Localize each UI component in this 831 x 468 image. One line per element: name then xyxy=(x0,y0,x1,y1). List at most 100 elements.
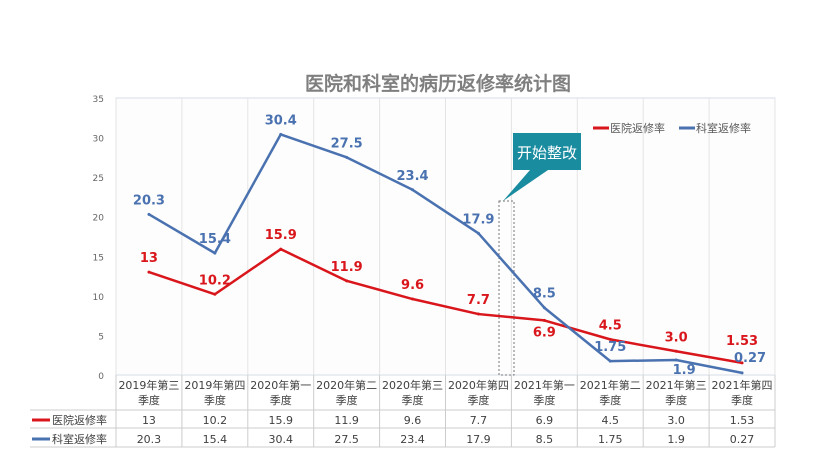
x-tick-label: 季度 xyxy=(665,393,687,407)
data-point xyxy=(476,312,480,316)
table-series-label: 科室返修率 xyxy=(52,432,107,446)
x-tick-label: 季度 xyxy=(138,393,160,407)
y-tick-label: 35 xyxy=(93,95,104,105)
y-tick-label: 30 xyxy=(93,135,105,145)
table-cell: 15.9 xyxy=(269,414,294,427)
table-cell: 27.5 xyxy=(334,433,359,446)
callout-text: 开始整改 xyxy=(517,144,577,162)
data-point xyxy=(213,292,217,296)
data-label: 10.2 xyxy=(199,273,231,288)
data-point xyxy=(608,359,612,363)
table-cell: 23.4 xyxy=(400,433,425,446)
x-tick-label: 季度 xyxy=(599,393,621,407)
data-point xyxy=(411,297,415,301)
data-label: 4.5 xyxy=(599,318,622,333)
data-label: 8.5 xyxy=(533,287,556,302)
y-tick-label: 20 xyxy=(93,214,105,224)
x-tick-label: 季度 xyxy=(336,393,358,407)
data-point xyxy=(740,361,744,365)
x-tick-label: 季度 xyxy=(533,393,555,407)
y-tick-label: 5 xyxy=(98,332,104,342)
y-tick-label: 25 xyxy=(93,174,104,184)
data-point xyxy=(345,155,349,159)
table-cell: 8.5 xyxy=(536,433,554,446)
data-label: 1.9 xyxy=(673,363,696,378)
legend-label: 科室返修率 xyxy=(696,121,751,135)
x-tick-label: 2020年第三 xyxy=(382,378,443,392)
data-label: 9.6 xyxy=(401,278,424,293)
table-cell: 17.9 xyxy=(466,433,491,446)
data-label: 27.5 xyxy=(331,136,363,151)
data-label: 15.4 xyxy=(199,232,231,247)
table-cell: 7.7 xyxy=(470,414,488,427)
legend-label: 医院返修率 xyxy=(610,121,665,135)
table-cell: 30.4 xyxy=(269,433,294,446)
data-point xyxy=(411,188,415,192)
data-label: 1.53 xyxy=(726,334,758,349)
table-cell: 1.75 xyxy=(598,433,623,446)
data-label: 11.9 xyxy=(331,260,363,275)
x-tick-label: 2020年第一 xyxy=(250,378,311,392)
series-line-hospital xyxy=(148,247,743,365)
y-tick-label: 0 xyxy=(98,372,104,382)
callout-box xyxy=(513,133,581,170)
data-label: 13 xyxy=(140,251,158,266)
x-tick-label: 2020年第二 xyxy=(316,378,377,392)
x-tick-label: 2021年第二 xyxy=(580,378,641,392)
table-series-label: 医院返修率 xyxy=(52,413,107,427)
data-point xyxy=(213,251,217,255)
data-label: 20.3 xyxy=(133,193,165,208)
data-point xyxy=(674,358,678,362)
table-cell: 15.4 xyxy=(203,433,228,446)
data-point xyxy=(279,247,283,251)
data-point xyxy=(345,279,349,283)
x-tick-label: 季度 xyxy=(270,393,292,407)
data-label: 1.75 xyxy=(594,340,626,355)
data-point xyxy=(147,270,151,274)
table-cell: 9.6 xyxy=(404,414,422,427)
data-label: 17.9 xyxy=(462,212,494,227)
x-tick-label: 2020年第四 xyxy=(448,378,509,392)
x-tick-label: 季度 xyxy=(204,393,226,407)
table-cell: 20.3 xyxy=(137,433,162,446)
y-tick-label: 10 xyxy=(93,293,105,303)
data-point xyxy=(476,231,480,235)
data-label: 30.4 xyxy=(265,113,297,128)
x-tick-label: 2021年第四 xyxy=(712,378,773,392)
table-cell: 10.2 xyxy=(203,414,228,427)
table-cell: 1.53 xyxy=(730,414,755,427)
data-label: 3.0 xyxy=(665,330,688,345)
table-cell: 13 xyxy=(142,414,156,427)
data-label: 6.9 xyxy=(533,325,556,340)
x-tick-label: 季度 xyxy=(731,393,753,407)
table-cell: 0.27 xyxy=(730,433,755,446)
data-point xyxy=(740,371,744,375)
annotation-dashed-box xyxy=(498,200,515,376)
data-point xyxy=(279,132,283,136)
table-cell: 6.9 xyxy=(536,414,554,427)
data-point xyxy=(608,337,612,341)
data-label: 15.9 xyxy=(265,228,297,243)
data-point xyxy=(674,349,678,353)
y-tick-label: 15 xyxy=(93,253,104,263)
data-label: 0.27 xyxy=(734,351,766,366)
x-tick-label: 2019年第四 xyxy=(184,378,245,392)
series-line-department xyxy=(148,133,743,375)
callout-pointer xyxy=(503,170,548,201)
data-point xyxy=(542,306,546,310)
x-tick-label: 季度 xyxy=(467,393,489,407)
data-point xyxy=(542,318,546,322)
table-cell: 4.5 xyxy=(602,414,620,427)
x-tick-label: 2021年第一 xyxy=(514,378,575,392)
data-label: 7.7 xyxy=(467,293,490,308)
data-label: 23.4 xyxy=(397,169,429,184)
data-point xyxy=(147,212,151,216)
x-tick-label: 2019年第三 xyxy=(118,378,179,392)
table-cell: 11.9 xyxy=(334,414,359,427)
x-tick-label: 季度 xyxy=(402,393,424,407)
chart-title: 医院和科室的病历返修率统计图 xyxy=(305,72,571,95)
table-cell: 1.9 xyxy=(667,433,685,446)
table-cell: 3.0 xyxy=(667,414,685,427)
